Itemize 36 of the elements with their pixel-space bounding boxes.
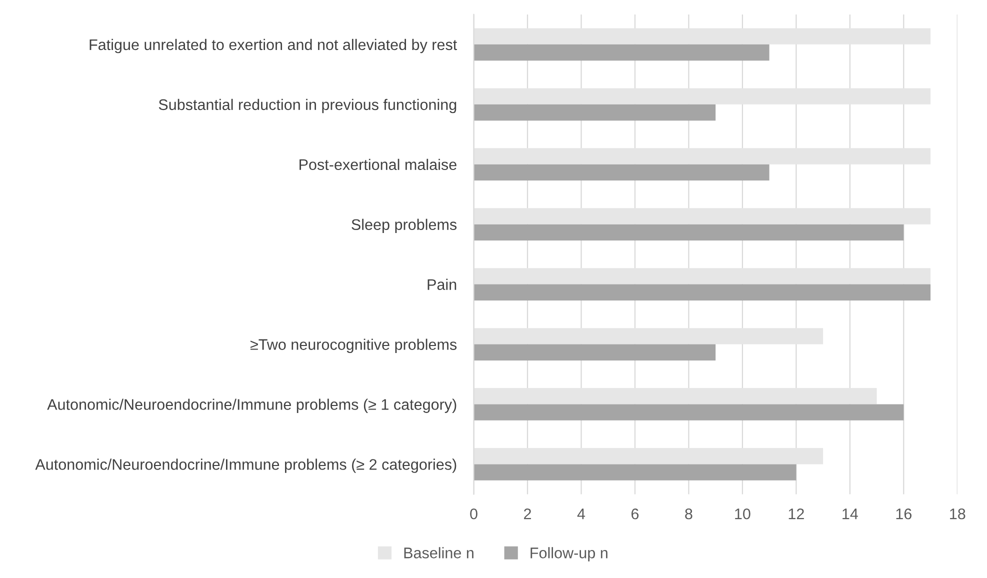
x-tick-label: 2 xyxy=(524,508,531,520)
bar xyxy=(474,284,931,300)
x-tick-label: 6 xyxy=(632,508,639,520)
bar xyxy=(474,224,904,241)
y-tick-label: Autonomic/Neuroendocrine/Immune problems (≥ 2 categories) xyxy=(35,458,456,473)
bar xyxy=(474,148,931,164)
bar xyxy=(474,344,716,360)
bar xyxy=(474,404,904,420)
bar xyxy=(474,268,931,284)
bar xyxy=(474,448,824,464)
bar xyxy=(474,44,770,61)
bar xyxy=(474,464,796,480)
bar xyxy=(474,328,824,344)
x-tick-label: 14 xyxy=(842,508,858,520)
y-tick-label: Sleep problems xyxy=(352,218,457,234)
bar xyxy=(474,164,770,181)
x-tick-label: 4 xyxy=(577,508,586,520)
bar xyxy=(474,28,931,44)
bar xyxy=(474,104,716,121)
bar xyxy=(474,388,877,404)
y-tick-label: ≥Two neurocognitive problems xyxy=(250,338,457,353)
y-tick-label: Pain xyxy=(428,278,456,290)
x-tick-label: 8 xyxy=(685,508,692,520)
x-tick-label: 16 xyxy=(896,508,912,520)
bar xyxy=(474,208,931,224)
x-tick-label: 12 xyxy=(788,508,804,520)
bar xyxy=(474,88,931,104)
y-tick-label: Autonomic/Neuroendocrine/Immune problems (≥ 1 category) xyxy=(47,398,456,413)
x-tick-label: 0 xyxy=(470,508,478,520)
x-tick-label: 10 xyxy=(735,508,750,520)
y-tick-label: Fatigue unrelated to exertion and not alleviated by rest xyxy=(90,38,458,54)
legend-label: Follow-up n xyxy=(530,547,608,562)
y-tick-label: Post-exertional malaise xyxy=(300,158,456,170)
x-tick-label: 18 xyxy=(950,508,966,520)
y-tick-label: Substantial reduction in previous functioning xyxy=(158,98,456,114)
legend-label: Baseline n xyxy=(404,547,474,558)
